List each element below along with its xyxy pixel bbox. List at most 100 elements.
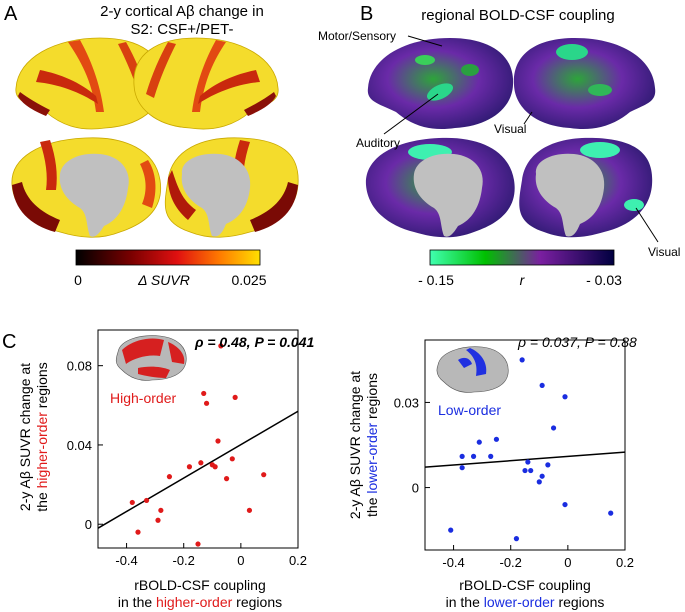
data-point — [513, 536, 520, 542]
data-point — [186, 464, 193, 470]
stat-p-high: P = 0.041 — [254, 334, 314, 350]
brain-a-lateral-right — [133, 37, 279, 130]
data-point — [223, 476, 230, 482]
colorbar-a-label: Δ SUVR — [137, 272, 190, 288]
xlabel-high-line2: in the higher-order regions — [118, 594, 282, 610]
y-tick-label: 0 — [85, 517, 92, 532]
data-point — [246, 507, 253, 513]
ylabel-high-line2: the higher-order regions — [34, 362, 50, 511]
brain-b-lateral-right — [513, 38, 656, 130]
brain-inset-high-order — [115, 335, 187, 381]
scatter-plot-low-order: -0.4 -0.2 0 0.2 0 0.03 Low-order ρ = 0.037, P… — [347, 334, 637, 610]
data-point — [562, 394, 568, 400]
data-point — [539, 382, 545, 389]
stat-rho-high: ρ = 0.48, — [194, 334, 254, 350]
data-point — [129, 499, 135, 506]
ylabel-high-line1: 2-y Aβ SUVR change at — [17, 363, 33, 511]
region-label-high-order: High-order — [110, 390, 176, 406]
ylabel-low-line2: the lower-order regions — [364, 373, 380, 517]
panel-a-title-line2: S2: CSF+/PET- — [131, 21, 234, 38]
x-tick-label: 0.2 — [616, 555, 634, 570]
data-point — [488, 453, 494, 459]
y-tick-label: 0.08 — [67, 359, 92, 374]
plot-frame — [424, 339, 626, 551]
data-point — [476, 439, 482, 445]
brain-b-medial-left — [365, 137, 515, 238]
annotation-visual-medial: Visual — [635, 207, 680, 259]
brain-inset-low-order — [436, 346, 509, 393]
svg-text:Visual: Visual — [494, 122, 526, 136]
brain-a-medial-right — [164, 137, 299, 238]
colorbar-b-mid: r — [520, 272, 526, 288]
ylabel-low-line1: 2-y Aβ SUVR change at — [347, 371, 363, 519]
x-tick-label: -0.2 — [173, 553, 195, 568]
data-point — [198, 460, 204, 466]
data-point — [522, 467, 528, 474]
panel-a-title-line1: 2-y cortical Aβ change in — [100, 3, 264, 20]
data-point — [203, 400, 210, 406]
colorbar-b-max: - 0.03 — [586, 272, 622, 288]
x-tick-label: -0.2 — [500, 555, 522, 570]
xlabel-low-line1: rBOLD-CSF coupling — [459, 577, 591, 593]
x-tick-label: 0 — [237, 553, 244, 568]
data-point — [195, 541, 201, 547]
data-point — [545, 462, 551, 468]
y-tick-label: 0 — [412, 481, 419, 496]
data-point — [562, 501, 568, 508]
svg-text:Visual: Visual — [648, 245, 680, 259]
data-point — [536, 479, 542, 485]
colorbar-b — [429, 249, 615, 266]
brain-a-medial-left — [11, 137, 162, 238]
data-point — [519, 357, 525, 363]
data-point — [155, 517, 161, 523]
data-point — [158, 507, 164, 513]
regression-line — [97, 410, 299, 529]
data-point — [261, 472, 267, 478]
data-point — [528, 467, 534, 474]
regression-line — [424, 451, 626, 468]
panel-a-letter: A — [4, 3, 18, 25]
stat-p-low: P = 0.88 — [585, 334, 637, 350]
panel-c-letter: C — [2, 331, 16, 353]
xlabel-low-line2: in the lower-order regions — [446, 594, 605, 610]
colorbar-a — [75, 249, 261, 266]
brain-b-medial-right — [519, 137, 653, 238]
data-point — [135, 529, 141, 535]
data-point — [459, 453, 465, 459]
x-tick-label: -0.4 — [115, 553, 137, 568]
annotation-motor: Motor/Sensory — [318, 29, 443, 47]
data-point — [470, 453, 477, 459]
scatter-plot-high-order: -0.4 -0.2 0 0.2 0 0.04 0.08 High-order ρ = 0.4… — [17, 329, 314, 610]
data-point — [539, 473, 545, 479]
annotation-visual-lateral: Visual — [494, 111, 533, 136]
colorbar-b-min: - 0.15 — [418, 272, 454, 288]
svg-text:Motor/Sensory: Motor/Sensory — [318, 29, 396, 43]
x-tick-label: 0.2 — [289, 553, 307, 568]
panel-b-title: regional BOLD-CSF coupling — [421, 7, 614, 24]
colorbar-a-max: 0.025 — [231, 272, 266, 288]
y-tick-label: 0.03 — [394, 395, 419, 410]
panel-b-letter: B — [360, 3, 373, 25]
brain-b-lateral-left — [367, 38, 514, 130]
data-point — [550, 425, 557, 431]
xlabel-high-line1: rBOLD-CSF coupling — [134, 577, 266, 593]
data-point — [166, 474, 173, 480]
data-point — [143, 497, 150, 504]
data-point — [493, 436, 500, 442]
annotation-auditory: Auditory — [356, 93, 439, 150]
data-point — [232, 394, 238, 400]
data-point — [459, 465, 465, 471]
data-point — [212, 464, 218, 470]
plot-frame — [97, 329, 299, 549]
stat-rho-low: ρ = 0.037, — [517, 334, 585, 350]
svg-text:Auditory: Auditory — [356, 136, 400, 150]
stat-high-order: ρ = 0.48, P = 0.041 — [194, 334, 314, 350]
stat-low-order: ρ = 0.037, P = 0.88 — [517, 334, 637, 350]
data-point — [608, 510, 614, 516]
x-tick-label: 0 — [564, 555, 571, 570]
data-point — [448, 527, 454, 533]
x-tick-label: -0.4 — [442, 555, 464, 570]
data-point — [218, 343, 224, 349]
data-point — [215, 438, 221, 444]
